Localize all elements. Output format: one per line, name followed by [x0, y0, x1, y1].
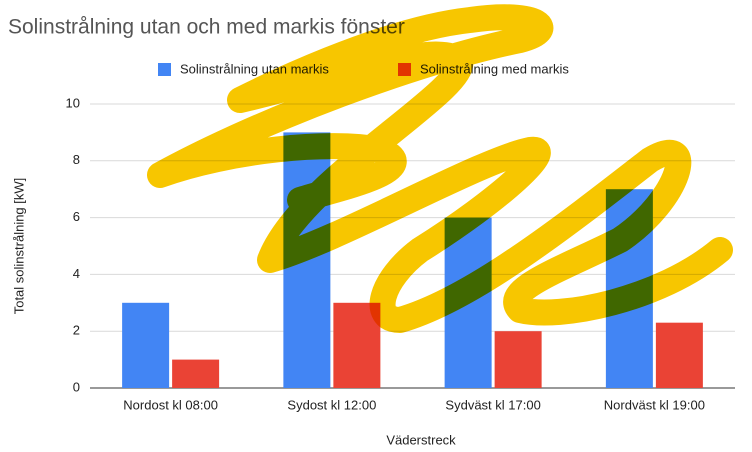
x-tick-label: Sydväst kl 17:00 — [445, 397, 540, 412]
legend-swatch — [158, 63, 171, 76]
scribble — [147, 4, 733, 333]
y-tick-label: 0 — [73, 379, 80, 394]
y-tick-label: 6 — [73, 209, 80, 224]
y-tick-label: 8 — [73, 152, 80, 167]
x-tick-label: Sydost kl 12:00 — [287, 397, 376, 412]
bar — [655, 322, 703, 388]
y-axis-title: Total solinstrålning [kW] — [11, 178, 26, 315]
bar — [494, 331, 542, 388]
chart-title: Solinstrålning utan och med markis fönst… — [8, 16, 405, 39]
x-tick-label: Nordväst kl 19:00 — [604, 397, 705, 412]
bar — [122, 302, 170, 388]
y-tick-label: 2 — [73, 323, 80, 338]
bar — [172, 359, 220, 388]
x-axis-title: Väderstreck — [386, 432, 456, 447]
x-tick-label: Nordost kl 08:00 — [123, 397, 218, 412]
y-tick-label: 4 — [73, 266, 80, 281]
y-tick-label: 10 — [66, 95, 80, 110]
